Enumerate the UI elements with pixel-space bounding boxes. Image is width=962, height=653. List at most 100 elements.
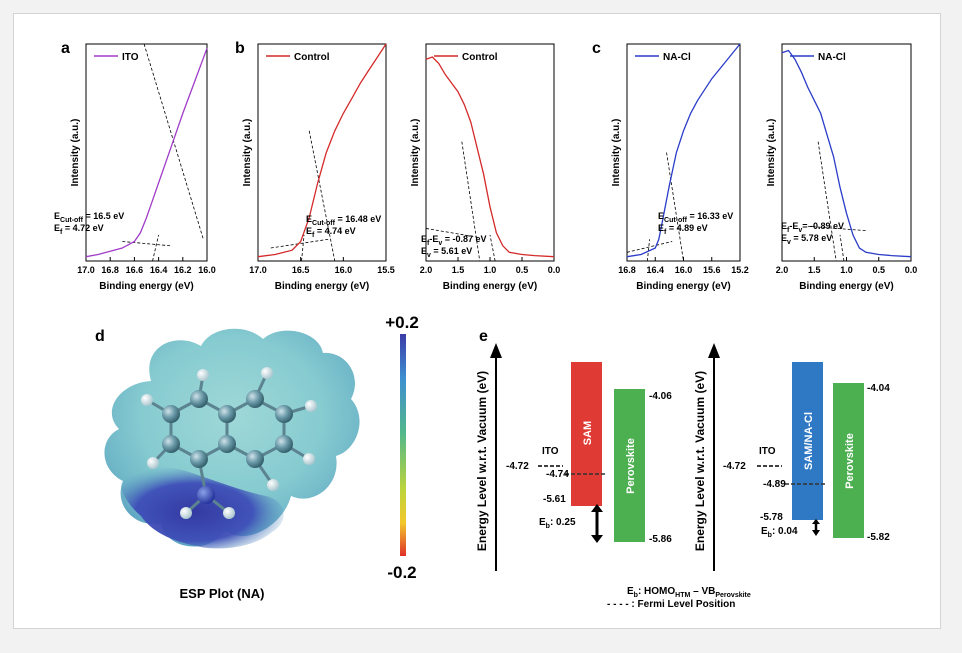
perovskite-bar-right: [833, 383, 864, 538]
x-tick-label: 17.0: [77, 265, 95, 275]
x-tick-label: 0.5: [516, 265, 529, 275]
x-axis-label: Binding energy (eV): [636, 281, 730, 292]
perovskite-top-value-right: -4.04: [867, 383, 890, 394]
plot-frame: [257, 43, 387, 262]
chart-control-cutoff: 17.0 16.5 16.0 15.5 Binding energy (eV) Inten…: [242, 43, 395, 292]
annotation-2: Ef = 4.89 eV: [658, 223, 708, 236]
x-tick-label: 16.4: [646, 265, 664, 275]
plot-frame: [85, 43, 208, 262]
x-tick-label: 1.0: [840, 265, 853, 275]
x-axis-label: Binding energy (eV): [99, 281, 193, 292]
energy-axis-right-label: Energy Level w.r.t. Vacuum (eV): [693, 371, 707, 551]
fit-line: [646, 239, 650, 262]
x-tick-label: 16.6: [126, 265, 144, 275]
fit-line: [270, 238, 329, 249]
sam-bottom-value: -5.61: [543, 494, 566, 505]
x-tick-label: 2.0: [776, 265, 789, 275]
fit-line: [152, 234, 159, 262]
fit-line: [308, 130, 336, 262]
x-tick-label: 16.5: [292, 265, 310, 275]
annotation-1: ECut-off = 16.5 eV: [54, 211, 124, 224]
esp-max-label: +0.2: [385, 313, 419, 332]
ito-value-right: -4.72: [723, 461, 746, 472]
x-tick-label: 0.0: [905, 265, 918, 275]
x-tick-label: 15.6: [703, 265, 721, 275]
panel-label-b: b: [235, 40, 245, 57]
eb-label-right: Eb: 0.04: [761, 526, 798, 539]
fit-line: [666, 152, 684, 262]
series-line: [626, 43, 741, 258]
fit-line: [626, 241, 673, 253]
chart-ito: 17.0 16.8 16.6 16.4 16.2 16.0 Binding energy (…: [54, 43, 216, 292]
panel-label-a: a: [61, 40, 70, 57]
chart-control-valence: 2.0 1.5 1.0 0.5 0.0 Binding energy (eV) Intens…: [410, 43, 561, 292]
esp-molecule-atoms: [141, 367, 317, 519]
panel-label-d: d: [95, 328, 105, 345]
esp-title: ESP Plot (NA): [180, 586, 265, 601]
x-tick-label: 16.4: [150, 265, 168, 275]
panel-label-e: e: [479, 328, 488, 345]
fit-line: [489, 234, 496, 262]
x-tick-label: 15.2: [731, 265, 749, 275]
legend-label: ITO: [122, 52, 139, 63]
x-tick-label: 0.5: [872, 265, 885, 275]
annotation-1: Ef-Ev= -0.89 eV: [781, 221, 844, 234]
perovskite-label-right: Perovskite: [844, 433, 856, 489]
annotation-2: Ev = 5.61 eV: [421, 246, 472, 259]
legend-label: NA-Cl: [818, 52, 846, 63]
perovskite-top-value-left: -4.06: [649, 391, 672, 402]
fit-line: [817, 141, 837, 262]
fit-line: [461, 141, 481, 262]
fit-line: [301, 234, 305, 262]
annotation-1: ECut-off = 16.48 eV: [306, 214, 381, 227]
sam-nacl-bottom-value: -5.78: [760, 512, 783, 523]
ito-value-left: -4.72: [506, 461, 529, 472]
energy-axis-right-arrow: [708, 343, 720, 358]
perovskite-label-left: Perovskite: [625, 438, 637, 494]
x-tick-label: 17.0: [249, 265, 267, 275]
fermi-level-note: - - - - : Fermi Level Position: [607, 599, 735, 610]
figure-frame: a b c d e 17.0 16.8 16.6 16.4 16.2 16.0 Bindin…: [13, 13, 941, 629]
figure-canvas: a b c d e 17.0 16.8 16.6 16.4 16.2 16.0 Bindin…: [54, 40, 918, 610]
perovskite-bar-left: [614, 389, 645, 542]
legend-label: Control: [462, 52, 498, 63]
x-axis-label: Binding energy (eV): [799, 281, 893, 292]
sam-nacl-bar: [792, 362, 823, 520]
x-tick-label: 16.8: [101, 265, 119, 275]
plot-frame: [425, 43, 555, 262]
esp-min-label: -0.2: [387, 563, 416, 582]
ito-label-right: ITO: [759, 446, 776, 457]
x-tick-label: 2.0: [420, 265, 433, 275]
chart-nacl-valence: 2.0 1.5 1.0 0.5 0.0 Binding energy (eV) Intens…: [766, 43, 918, 292]
x-tick-label: 15.5: [377, 265, 395, 275]
x-tick-label: 16.8: [618, 265, 636, 275]
x-axis-label: Binding energy (eV): [443, 281, 537, 292]
annotation-2: Ef = 4.74 eV: [306, 226, 356, 239]
sam-fermi-value: -4.74: [546, 469, 569, 480]
panel-label-c: c: [592, 40, 601, 57]
eb-definition-note: Eb: HOMOHTM – VBPerovskite: [627, 586, 751, 599]
fit-line: [122, 241, 171, 247]
energy-diagram: Energy Level w.r.t. Vacuum (eV) Energy L…: [475, 343, 890, 610]
y-axis-label: Intensity (a.u.): [766, 119, 777, 187]
esp-colorbar: [400, 334, 406, 556]
legend-label: Control: [294, 52, 330, 63]
sam-nacl-bar-label: SAM/NA-Cl: [803, 412, 815, 470]
x-tick-label: 1.5: [808, 265, 821, 275]
series-line: [425, 56, 555, 258]
legend-label: NA-Cl: [663, 52, 691, 63]
sam-bar-label: SAM: [582, 421, 594, 445]
fit-line: [839, 234, 845, 262]
series-line: [257, 43, 387, 258]
fit-line: [143, 43, 204, 240]
ito-label-left: ITO: [542, 446, 559, 457]
x-axis-label: Binding energy (eV): [275, 281, 369, 292]
annotation-2: Ef = 4.72 eV: [54, 223, 104, 236]
x-tick-label: 16.0: [198, 265, 216, 275]
series-line: [781, 49, 912, 258]
x-tick-label: 16.2: [174, 265, 192, 275]
x-tick-label: 0.0: [548, 265, 561, 275]
x-tick-label: 16.0: [335, 265, 353, 275]
x-tick-label: 1.5: [452, 265, 465, 275]
